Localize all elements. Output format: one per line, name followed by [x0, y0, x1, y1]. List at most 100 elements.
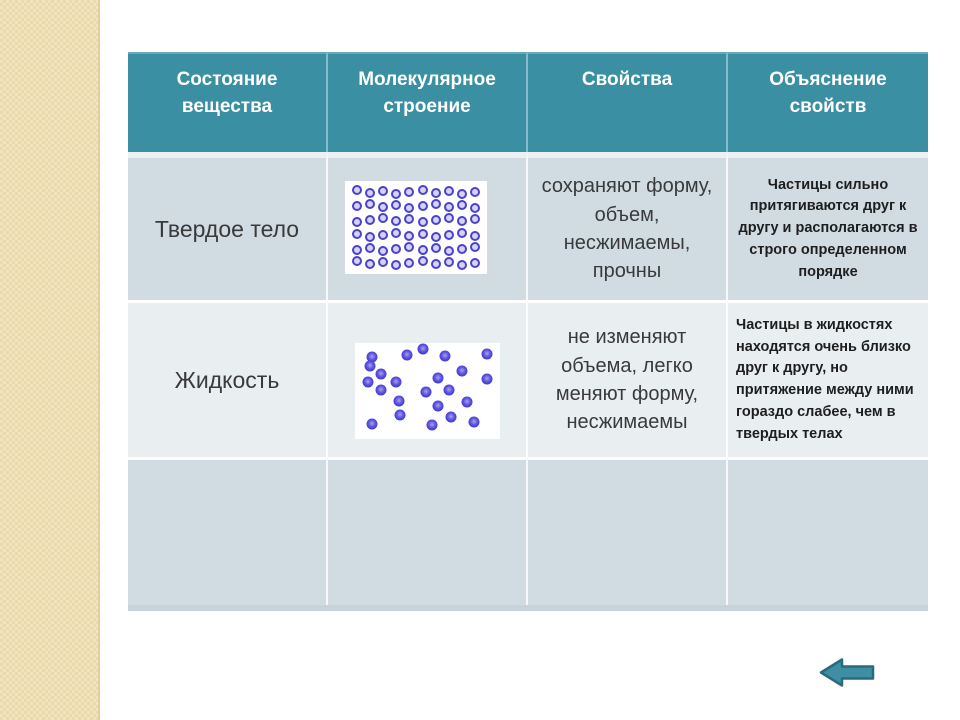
molecule-dot: [352, 217, 362, 228]
molecule-dot: [417, 217, 428, 228]
molecule-dot: [481, 348, 493, 360]
molecule-dot: [365, 215, 376, 226]
molecule-dot: [417, 244, 428, 255]
molecule-dot: [404, 214, 415, 225]
molecule-dot: [352, 244, 362, 255]
molecule-dot: [393, 395, 404, 407]
molecule-dot: [469, 214, 480, 225]
molecule-dot: [378, 213, 389, 224]
molecule-dot: [364, 360, 375, 372]
molecule-dot: [469, 257, 480, 268]
molecule-dot: [365, 231, 376, 242]
molecule-dot: [430, 258, 441, 269]
molecule-dot: [404, 257, 415, 268]
states-of-matter-table: Состояние вещества Молекулярное строение…: [128, 52, 928, 611]
molecule-dot: [378, 229, 389, 240]
molecule-dot: [404, 230, 415, 241]
molecule-dot: [417, 343, 429, 355]
molecule-dot: [401, 349, 413, 361]
molecule-dot: [352, 185, 362, 196]
molecule-dot: [378, 256, 389, 267]
cell-explanation-liquid: Частицы в жидкостях находятся очень близ…: [728, 300, 928, 457]
cell-state-solid: Твердое тело: [128, 152, 328, 300]
molecule-dot: [366, 418, 378, 430]
molecule-dot: [404, 187, 415, 198]
molecule-dot: [481, 373, 493, 385]
table-header-explanation: Объяснение свойств: [728, 52, 928, 152]
molecule-dot: [456, 216, 467, 227]
molecule-dot: [456, 189, 467, 200]
molecule-dot: [391, 259, 402, 270]
molecule-dot: [439, 350, 451, 362]
molecule-dot: [404, 241, 415, 252]
molecule-dot: [430, 188, 441, 199]
molecule-dot: [456, 365, 468, 377]
molecule-dot: [417, 185, 428, 196]
back-arrow-button[interactable]: [818, 655, 876, 690]
molecule-dot: [469, 230, 480, 241]
cell-state-empty: [128, 457, 328, 605]
molecule-dot: [456, 200, 467, 211]
table-header-properties: Свойства: [528, 52, 728, 152]
molecule-dot: [430, 231, 441, 242]
molecule-dot: [432, 372, 444, 384]
molecule-dot: [456, 243, 467, 254]
molecule-dot: [443, 202, 454, 213]
molecule-dot: [420, 386, 432, 398]
molecule-dot: [469, 241, 480, 252]
molecule-dot: [443, 229, 454, 240]
molecule-dot: [391, 200, 402, 211]
table-header-molecular-structure: Молекулярное строение: [328, 52, 528, 152]
molecule-dot: [391, 189, 402, 200]
molecule-dot: [375, 384, 387, 396]
molecule-dot: [443, 256, 454, 267]
molecule-dot: [352, 228, 362, 239]
molecule-dot: [365, 188, 376, 199]
molecule-dot: [378, 186, 389, 197]
molecule-dot: [362, 376, 374, 388]
molecule-dot: [430, 199, 441, 210]
molecule-dot: [469, 203, 480, 214]
molecule-dot: [391, 216, 402, 227]
molecule-dot: [375, 368, 387, 380]
molecule-dot: [456, 259, 467, 270]
molecule-dot: [378, 245, 389, 256]
molecule-dot: [432, 400, 444, 412]
molecule-dot: [417, 228, 428, 239]
molecule-dot: [430, 215, 441, 226]
molecule-dot: [352, 201, 362, 212]
molecule-dot: [443, 384, 455, 396]
molecule-dot: [404, 203, 415, 214]
cell-explanation-solid: Частицы сильно притягиваются друг к друг…: [728, 152, 928, 300]
left-decorative-stripe: [0, 0, 100, 720]
molecule-dot: [352, 255, 362, 266]
molecule-dot: [468, 416, 480, 428]
molecule-dot: [445, 411, 457, 423]
molecule-dot: [378, 202, 389, 213]
molecule-dot: [456, 227, 467, 238]
molecule-dot: [469, 187, 480, 198]
molecule-dot: [366, 351, 378, 363]
molecule-dot: [365, 199, 376, 210]
cell-molecule-solid: [328, 152, 528, 300]
cell-molecule-liquid: [328, 300, 528, 457]
liquid-molecule-image: [355, 343, 500, 439]
molecule-dot: [443, 245, 454, 256]
cell-state-liquid: Жидкость: [128, 300, 328, 457]
molecule-dot: [394, 409, 406, 421]
molecule-dot: [430, 242, 441, 253]
molecule-dot: [417, 255, 428, 266]
cell-properties-empty: [528, 457, 728, 605]
molecule-dot: [426, 419, 438, 431]
cell-properties-liquid: не изменяют объема, легко меняют форму, …: [528, 300, 728, 457]
molecule-dot: [391, 227, 402, 238]
molecule-dot: [390, 376, 402, 388]
solid-molecule-image: [345, 181, 487, 274]
molecule-dot: [443, 186, 454, 197]
molecule-dot: [417, 201, 428, 212]
molecule-dot: [391, 243, 402, 254]
cell-properties-solid: сохраняют форму, объем, несжимаемы, проч…: [528, 152, 728, 300]
table-header-state: Состояние вещества: [128, 52, 328, 152]
left-arrow-icon: [819, 658, 875, 687]
